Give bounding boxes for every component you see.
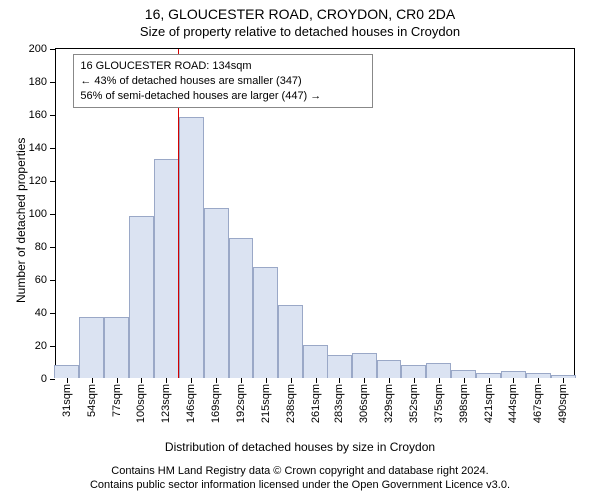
x-tick-label: 31sqm <box>61 378 73 417</box>
footer-line1: Contains HM Land Registry data © Crown c… <box>0 464 600 478</box>
histogram-bar <box>352 353 377 378</box>
x-tick-label: 261sqm <box>310 378 322 423</box>
y-tick-label: 160 <box>29 109 55 121</box>
chart-title-sub: Size of property relative to detached ho… <box>0 24 600 39</box>
chart-title-main: 16, GLOUCESTER ROAD, CROYDON, CR0 2DA <box>0 6 600 22</box>
x-tick-label: 169sqm <box>210 378 222 423</box>
x-tick-label: 444sqm <box>507 378 519 423</box>
y-tick-label: 200 <box>29 43 55 55</box>
y-tick-label: 180 <box>29 76 55 88</box>
footer-line2: Contains public sector information licen… <box>0 478 600 492</box>
x-tick-label: 306sqm <box>358 378 370 423</box>
y-tick-label: 60 <box>35 274 55 286</box>
x-tick-label: 467sqm <box>532 378 544 423</box>
y-tick-label: 120 <box>29 175 55 187</box>
histogram-bar <box>501 371 526 378</box>
y-tick-label: 80 <box>35 241 55 253</box>
x-tick-label: 421sqm <box>483 378 495 423</box>
info-box-line1: 16 GLOUCESTER ROAD: 134sqm <box>80 59 366 74</box>
x-tick-label: 77sqm <box>111 378 123 417</box>
histogram-bar <box>104 317 129 378</box>
histogram-bar <box>253 267 278 378</box>
y-axis-label: Number of detached properties <box>14 138 28 303</box>
histogram-bar <box>327 355 352 378</box>
histogram-bar <box>79 317 104 378</box>
y-tick-label: 140 <box>29 142 55 154</box>
y-tick-label: 40 <box>35 307 55 319</box>
histogram-bar <box>377 360 402 378</box>
y-axis-line <box>55 49 56 378</box>
info-box-line2: ← 43% of detached houses are smaller (34… <box>80 74 366 89</box>
x-tick-label: 146sqm <box>185 378 197 423</box>
footer: Contains HM Land Registry data © Crown c… <box>0 464 600 493</box>
histogram-bar <box>204 208 229 378</box>
x-tick-label: 329sqm <box>383 378 395 423</box>
histogram-bar <box>54 365 79 378</box>
x-tick-label: 123sqm <box>160 378 172 423</box>
x-tick-label: 283sqm <box>333 378 345 423</box>
histogram-bar <box>303 345 328 378</box>
histogram-bar <box>278 305 303 378</box>
x-axis-label: Distribution of detached houses by size … <box>0 440 600 454</box>
y-tick-label: 0 <box>41 373 55 385</box>
info-box: 16 GLOUCESTER ROAD: 134sqm ← 43% of deta… <box>73 54 373 109</box>
histogram-bar <box>451 370 476 378</box>
y-tick-label: 20 <box>35 340 55 352</box>
x-tick-label: 398sqm <box>458 378 470 423</box>
histogram-bar <box>129 216 154 378</box>
x-tick-label: 192sqm <box>235 378 247 423</box>
histogram-bar <box>426 363 451 378</box>
x-tick-label: 100sqm <box>135 378 147 423</box>
x-tick-label: 352sqm <box>408 378 420 423</box>
x-tick-label: 238sqm <box>285 378 297 423</box>
y-tick-label: 100 <box>29 208 55 220</box>
histogram-bar <box>229 238 254 378</box>
x-tick-label: 54sqm <box>86 378 98 417</box>
histogram-bar <box>179 117 204 378</box>
histogram-bar <box>154 159 179 378</box>
plot-area: 02040608010012014016018020031sqm54sqm77s… <box>55 48 575 378</box>
x-tick-label: 375sqm <box>433 378 445 423</box>
x-tick-label: 490sqm <box>557 378 569 423</box>
info-box-line3: 56% of semi-detached houses are larger (… <box>80 89 366 104</box>
x-tick-label: 215sqm <box>260 378 272 423</box>
histogram-bar <box>401 365 426 378</box>
